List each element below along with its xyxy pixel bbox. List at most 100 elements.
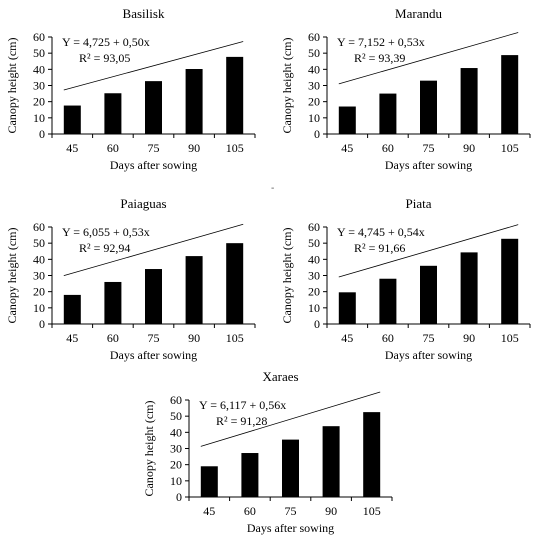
bar <box>501 55 519 134</box>
bar <box>338 106 356 134</box>
y-tick-label: 40 <box>308 62 320 76</box>
x-tick-label: 90 <box>325 504 337 518</box>
x-tick-label: 105 <box>226 331 244 345</box>
y-tick-label: 0 <box>314 317 320 331</box>
bar <box>379 278 397 324</box>
chart-title: Basilisk <box>123 6 165 21</box>
chart-title: Xaraes <box>262 369 298 384</box>
y-tick-label: 60 <box>308 30 320 44</box>
y-tick-label: 20 <box>33 285 45 299</box>
regression-equation: Y = 6,117 + 0,56x <box>199 398 286 412</box>
y-tick-label: 30 <box>33 269 45 283</box>
x-tick-label: 75 <box>423 331 435 345</box>
bar <box>420 80 437 134</box>
r-squared-label: R² = 91,66 <box>354 241 405 255</box>
regression-equation: Y = 7,152 + 0,53x <box>337 35 425 49</box>
y-tick-label: 10 <box>308 301 320 315</box>
x-axis-title: Days after sowing <box>110 158 197 172</box>
x-tick-label: 90 <box>188 331 200 345</box>
chart-basilisk: Basilisk 0 10 20 30 40 50 60 45 60 75 90 105 Y = 4,72… <box>5 6 256 172</box>
y-tick-label: 10 <box>33 301 45 315</box>
y-tick-label: 50 <box>33 46 45 60</box>
bar <box>63 105 81 134</box>
trendline <box>63 223 244 277</box>
y-tick-label: 0 <box>39 317 45 331</box>
regression-equation: Y = 4,725 + 0,50x <box>62 35 150 49</box>
y-tick-label: 60 <box>33 220 45 234</box>
y-tick-label: 20 <box>308 95 320 109</box>
y-axis-title: Canopy height (cm) <box>5 38 19 134</box>
bar <box>104 93 122 134</box>
bar <box>460 68 478 134</box>
bar <box>379 93 397 134</box>
chart-xaraes: Xaraes 0 10 20 30 40 50 60 45 60 75 90 105 Y = 6,117 … <box>142 369 393 535</box>
chart-title: Piata <box>406 196 432 211</box>
separator-mark: - <box>271 183 275 194</box>
chart-title: Paiaguas <box>120 196 166 211</box>
y-tick-label: 10 <box>308 111 320 125</box>
x-tick-label: 105 <box>226 141 244 155</box>
x-tick-label: 45 <box>341 141 353 155</box>
x-tick-label: 60 <box>244 504 256 518</box>
y-tick-label: 0 <box>39 127 45 141</box>
y-tick-label: 40 <box>33 62 45 76</box>
x-tick-label: 75 <box>148 331 160 345</box>
trendline <box>200 391 381 447</box>
chart-marandu: Marandu 0 10 20 30 40 50 60 45 60 75 90 105 Y = 7,152… <box>280 6 531 172</box>
bar <box>104 281 122 324</box>
x-tick-label: 105 <box>363 504 381 518</box>
x-tick-label: 45 <box>66 331 78 345</box>
y-tick-label: 40 <box>170 425 182 439</box>
regression-equation: Y = 4,745 + 0,54x <box>337 225 425 239</box>
x-tick-label: 75 <box>423 141 435 155</box>
y-tick-label: 10 <box>33 111 45 125</box>
y-tick-label: 30 <box>170 442 182 456</box>
y-tick-label: 40 <box>308 252 320 266</box>
y-axis-title: Canopy height (cm) <box>142 401 156 497</box>
bar <box>185 256 203 324</box>
y-tick-label: 60 <box>308 220 320 234</box>
bar <box>420 265 437 324</box>
bar <box>322 426 340 497</box>
y-tick-label: 50 <box>33 236 45 250</box>
y-tick-label: 50 <box>170 409 182 423</box>
y-tick-label: 50 <box>308 46 320 60</box>
regression-equation: Y = 6,055 + 0,53x <box>62 225 150 239</box>
y-tick-label: 10 <box>170 474 182 488</box>
y-tick-label: 20 <box>308 285 320 299</box>
y-tick-label: 20 <box>33 95 45 109</box>
trendline <box>338 224 519 278</box>
chart-paiaguas: Paiaguas 0 10 20 30 40 50 60 45 60 75 90 105 Y = 6,05… <box>5 196 256 362</box>
bar <box>501 238 519 324</box>
r-squared-label: R² = 93,05 <box>79 51 130 65</box>
bar <box>460 252 478 324</box>
r-squared-label: R² = 92,94 <box>79 241 130 255</box>
x-tick-label: 45 <box>66 141 78 155</box>
y-axis-title: Canopy height (cm) <box>5 228 19 324</box>
x-tick-label: 105 <box>501 141 519 155</box>
x-tick-label: 90 <box>188 141 200 155</box>
x-tick-label: 75 <box>148 141 160 155</box>
bar <box>282 439 299 497</box>
x-tick-label: 75 <box>285 504 297 518</box>
y-tick-label: 50 <box>308 236 320 250</box>
bar <box>226 56 244 135</box>
x-axis-title: Days after sowing <box>385 158 472 172</box>
x-axis-title: Days after sowing <box>110 348 197 362</box>
y-tick-label: 0 <box>314 127 320 141</box>
x-axis-title: Days after sowing <box>385 348 472 362</box>
bar <box>145 269 162 324</box>
bar <box>200 466 218 497</box>
x-tick-label: 60 <box>107 141 119 155</box>
x-tick-label: 60 <box>382 331 394 345</box>
y-tick-label: 20 <box>170 458 182 472</box>
x-tick-label: 45 <box>203 504 215 518</box>
x-tick-label: 60 <box>107 331 119 345</box>
r-squared-label: R² = 93,39 <box>354 51 405 65</box>
y-axis-title: Canopy height (cm) <box>280 38 294 134</box>
x-tick-label: 45 <box>341 331 353 345</box>
trendline <box>63 41 244 91</box>
x-tick-label: 90 <box>463 141 475 155</box>
bar <box>226 243 244 324</box>
trendline <box>338 32 519 85</box>
